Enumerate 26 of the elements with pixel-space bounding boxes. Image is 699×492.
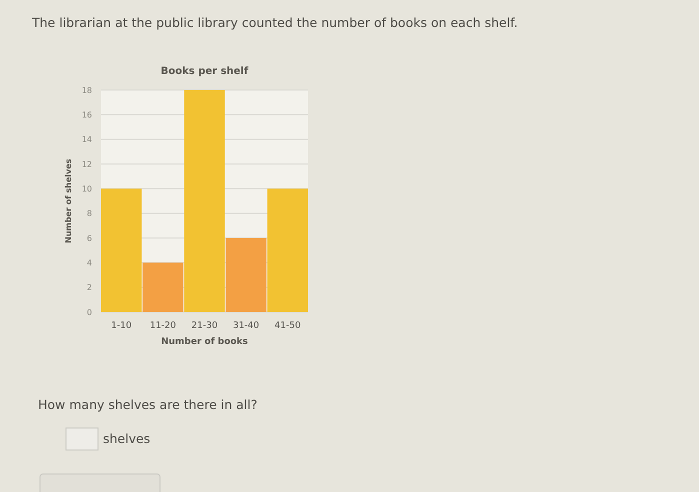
y-axis-title: Number of shelves <box>64 158 73 244</box>
text: The librarian at the public library counted the number of books on each shelf. <box>31 15 518 30</box>
x-tick-label: 11-20 <box>150 321 176 331</box>
text: shelves <box>103 431 150 446</box>
y-tick-label: 18 <box>82 86 92 95</box>
x-tick-label: 41-50 <box>274 321 301 331</box>
bar <box>142 262 184 312</box>
bar <box>184 90 225 312</box>
y-tick-label: 14 <box>82 135 92 144</box>
y-tick-label: 10 <box>82 184 92 194</box>
y-tick-label: 2 <box>86 283 92 292</box>
y-tick-label: 4 <box>86 258 92 268</box>
text: How many shelves are there in all? <box>38 397 258 412</box>
x-tick-label: 21-30 <box>191 321 218 331</box>
bar <box>101 188 142 312</box>
y-tick-label: 16 <box>82 110 92 120</box>
bar <box>226 238 266 312</box>
bar <box>267 188 308 312</box>
chart-title: Books per shelf <box>160 66 249 77</box>
y-tick-label: 12 <box>82 160 92 169</box>
x-tick-label: 1-10 <box>111 321 132 331</box>
y-tick-label: 8 <box>86 209 92 218</box>
y-tick-label: 6 <box>86 234 92 243</box>
x-tick-label: 31-40 <box>232 321 260 331</box>
y-tick-label: 0 <box>86 308 92 317</box>
x-axis-title: Number of books <box>161 337 248 347</box>
